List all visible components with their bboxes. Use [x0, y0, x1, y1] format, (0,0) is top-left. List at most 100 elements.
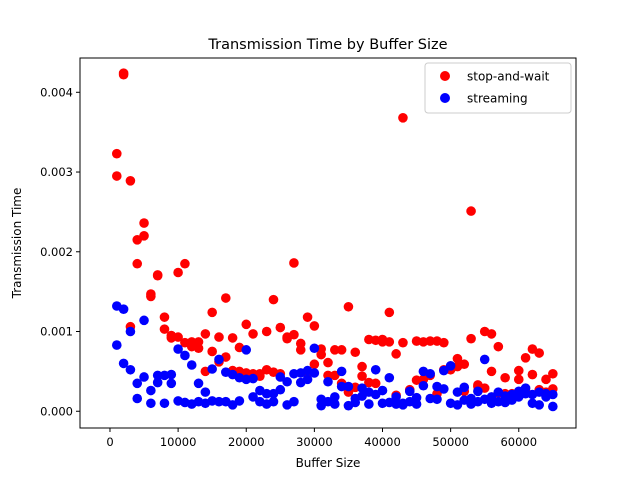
- streaming-point-17: [166, 378, 177, 389]
- streaming-point-106: [473, 386, 483, 397]
- stop-and-wait-point-102: [459, 359, 470, 370]
- x-tick-label-2: 20000: [228, 435, 265, 449]
- streaming-point-49: [275, 384, 286, 395]
- stop-and-wait-point-128: [548, 368, 558, 379]
- stop-and-wait-point-29: [207, 346, 217, 357]
- streaming-point-80: [384, 372, 395, 383]
- stop-and-wait-point-105: [466, 333, 476, 344]
- streaming-point-98: [445, 361, 456, 371]
- streaming-point-89: [411, 399, 422, 409]
- streaming-point-62: [323, 376, 333, 387]
- stop-and-wait-point-96: [439, 337, 449, 348]
- stop-and-wait-point-100: [452, 353, 463, 364]
- stop-and-wait-point-70: [350, 347, 361, 358]
- stop-and-wait-point-13: [152, 270, 163, 281]
- streaming-point-38: [241, 345, 252, 355]
- streaming-point-9: [139, 372, 149, 382]
- x-tick-label-0: 0: [106, 435, 113, 449]
- streaming-point-101: [452, 400, 463, 410]
- streaming-point-125: [534, 400, 545, 410]
- stop-and-wait-point-53: [289, 329, 299, 340]
- streaming-point-47: [268, 396, 279, 407]
- streaming-point-95: [432, 394, 442, 405]
- stop-and-wait-point-114: [500, 372, 510, 383]
- stop-and-wait-point-62: [323, 357, 333, 368]
- stop-and-wait-point-124: [534, 348, 545, 358]
- stop-and-wait-point-8: [139, 218, 149, 228]
- stop-and-wait-point-123: [527, 369, 538, 380]
- streaming-point-44: [261, 388, 272, 399]
- streaming-point-26: [200, 387, 211, 397]
- stop-and-wait-point-80: [384, 307, 395, 318]
- stop-and-wait-point-81: [384, 337, 395, 347]
- stop-and-wait-point-77: [370, 378, 381, 389]
- streaming-point-64: [330, 392, 340, 402]
- stop-and-wait-point-38: [241, 319, 252, 330]
- y-tick-label-1: 0.001: [40, 325, 73, 339]
- x-axis-ticks: 0 10000 20000 30000 40000 50000 60000: [106, 428, 537, 449]
- streaming-point-96: [439, 365, 449, 376]
- stop-and-wait-point-68: [343, 301, 354, 312]
- stop-and-wait-point-58: [309, 321, 320, 331]
- stop-and-wait-point-92: [425, 336, 436, 346]
- stop-and-wait-point-79: [377, 337, 388, 347]
- stop-and-wait-point-118: [513, 365, 524, 376]
- streaming-point-65: [330, 399, 340, 409]
- streaming-point-15: [159, 398, 170, 409]
- stop-and-wait-point-46: [268, 294, 279, 305]
- streaming-point-50: [282, 376, 292, 387]
- streaming-point-41: [248, 392, 258, 402]
- x-tick-label-1: 10000: [160, 435, 197, 449]
- stop-and-wait-point-26: [200, 329, 211, 339]
- streaming-point-66: [336, 366, 347, 377]
- stop-and-wait-point-73: [357, 371, 367, 381]
- streaming-point-71: [350, 397, 361, 408]
- stop-and-wait-point-32: [221, 293, 231, 303]
- streaming-point-8: [139, 315, 149, 326]
- streaming-point-2: [118, 304, 129, 314]
- streaming-point-40: [248, 373, 258, 384]
- streaming-point-86: [404, 386, 415, 397]
- stop-and-wait-point-126: [541, 374, 551, 385]
- stop-and-wait-point-25: [193, 343, 204, 354]
- legend-marker-stop-and-wait: [440, 71, 450, 81]
- streaming-point-30: [214, 354, 224, 365]
- streaming-point-22: [186, 360, 197, 370]
- y-axis-ticks: 0.000 0.001 0.002 0.003 0.004: [40, 85, 80, 418]
- streaming-point-67: [336, 381, 347, 392]
- stop-and-wait-point-30: [214, 332, 224, 342]
- streaming-point-92: [425, 368, 436, 379]
- stop-and-wait-point-84: [398, 113, 408, 123]
- plot-frame: [79, 57, 577, 429]
- x-tick-label-5: 50000: [432, 435, 469, 449]
- stop-and-wait-point-0: [111, 148, 122, 159]
- stop-and-wait-point-64: [330, 345, 340, 355]
- stop-and-wait-point-111: [486, 366, 497, 377]
- stop-and-wait-point-20: [180, 258, 190, 269]
- stop-and-wait-point-48: [275, 322, 286, 333]
- stop-and-wait-point-59: [309, 359, 320, 370]
- stop-and-wait-point-14: [159, 312, 170, 322]
- stop-and-wait-point-11: [146, 291, 156, 302]
- streaming-point-68: [343, 381, 354, 392]
- stop-and-wait-point-104: [466, 206, 476, 216]
- x-tick-label-3: 30000: [296, 435, 333, 449]
- legend-box: [424, 62, 572, 114]
- streaming-point-28: [207, 364, 217, 374]
- stop-and-wait-point-7: [132, 258, 143, 269]
- streaming-point-24: [193, 378, 204, 389]
- streaming-point-129: [548, 401, 558, 412]
- streaming-point-57: [302, 374, 313, 385]
- x-tick-label-4: 40000: [364, 435, 401, 449]
- stop-and-wait-point-82: [391, 349, 401, 359]
- y-tick-label-2: 0.002: [40, 245, 73, 259]
- streaming-point-58: [309, 343, 320, 354]
- stop-and-wait-point-85: [398, 337, 408, 348]
- legend-label-stop-and-wait: stop-and-wait: [467, 70, 550, 84]
- streaming-point-3: [118, 358, 129, 369]
- streaming-point-53: [289, 396, 299, 407]
- streaming-point-16: [166, 369, 177, 380]
- streaming-point-76: [370, 364, 381, 375]
- streaming-point-4: [125, 326, 136, 337]
